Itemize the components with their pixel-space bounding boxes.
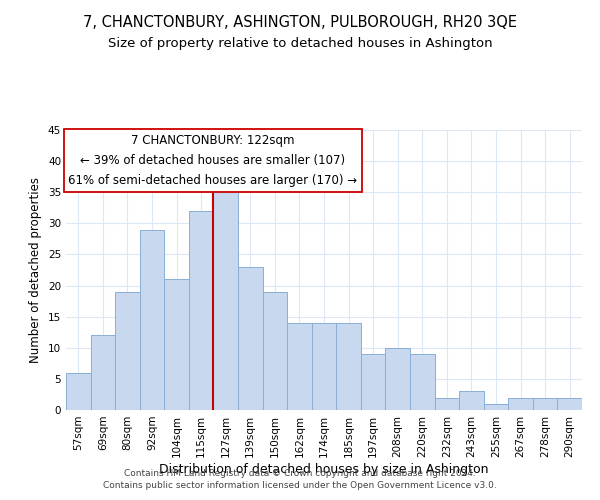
Text: Size of property relative to detached houses in Ashington: Size of property relative to detached ho…	[107, 38, 493, 51]
Bar	[434, 398, 459, 410]
X-axis label: Distribution of detached houses by size in Ashington: Distribution of detached houses by size …	[159, 462, 489, 475]
Bar	[336, 323, 361, 410]
Text: Contains HM Land Registry data © Crown copyright and database right 2024.: Contains HM Land Registry data © Crown c…	[124, 468, 476, 477]
Bar	[361, 354, 385, 410]
Bar	[410, 354, 434, 410]
Text: 7 CHANCTONBURY: 122sqm
← 39% of detached houses are smaller (107)
61% of semi-de: 7 CHANCTONBURY: 122sqm ← 39% of detached…	[68, 134, 358, 187]
Bar	[508, 398, 533, 410]
Bar	[287, 323, 312, 410]
Bar	[214, 180, 238, 410]
Bar	[91, 336, 115, 410]
Bar	[115, 292, 140, 410]
Text: 7, CHANCTONBURY, ASHINGTON, PULBOROUGH, RH20 3QE: 7, CHANCTONBURY, ASHINGTON, PULBOROUGH, …	[83, 15, 517, 30]
Text: Contains public sector information licensed under the Open Government Licence v3: Contains public sector information licen…	[103, 481, 497, 490]
Bar	[189, 211, 214, 410]
Bar	[66, 372, 91, 410]
Bar	[484, 404, 508, 410]
Bar	[140, 230, 164, 410]
Bar	[164, 280, 189, 410]
Bar	[533, 398, 557, 410]
Bar	[263, 292, 287, 410]
Bar	[238, 267, 263, 410]
Bar	[385, 348, 410, 410]
Y-axis label: Number of detached properties: Number of detached properties	[29, 177, 43, 363]
Bar	[459, 392, 484, 410]
Bar	[312, 323, 336, 410]
Bar	[557, 398, 582, 410]
